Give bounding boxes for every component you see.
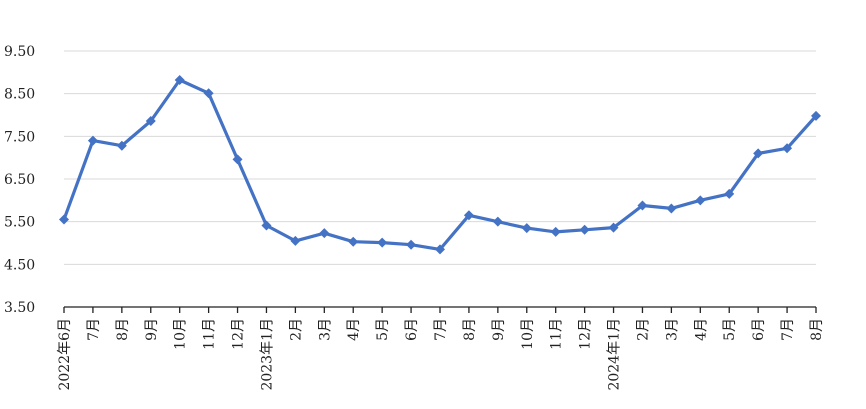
- data-point: [492, 216, 503, 227]
- data-point: [290, 235, 301, 246]
- data-point: [608, 222, 619, 233]
- data-point: [811, 110, 821, 121]
- series-line-group: [62, 78, 818, 251]
- data-point: [87, 135, 98, 146]
- data-point: [59, 214, 69, 225]
- x-tick-label: 11月: [549, 318, 565, 350]
- y-tick-label: 9.50: [4, 44, 35, 60]
- data-point: [377, 237, 388, 248]
- x-tick-label: 9月: [491, 318, 507, 341]
- x-tick-label: 7月: [86, 318, 102, 341]
- x-tick-label: 8月: [809, 318, 825, 341]
- data-point: [406, 239, 417, 250]
- data-point: [174, 75, 185, 86]
- x-tick-label: 10月: [173, 318, 189, 350]
- x-tick-label: 6月: [404, 318, 420, 341]
- series-line: [62, 78, 818, 251]
- x-tick-label: 4月: [693, 318, 709, 341]
- x-tick-label: 12月: [578, 318, 594, 350]
- y-tick-label: 6.50: [4, 172, 35, 188]
- y-tick-label: 8.50: [4, 87, 35, 103]
- data-point: [319, 228, 330, 239]
- x-tick-label: 8月: [115, 318, 131, 341]
- y-axis: 3.50 4.50 5.50 6.50 7.50 8.50 9.50: [4, 44, 35, 316]
- x-tick-label: 7月: [433, 318, 449, 341]
- x-axis: 2022年6月 7月 8月 9月 10月 11月 12月 2023年1月 2月 3月 4月 5月 6月 7…: [57, 306, 825, 391]
- x-tick-label: 7月: [780, 318, 796, 341]
- data-point: [695, 195, 706, 206]
- x-tick-label: 2023年1月: [259, 318, 275, 391]
- data-point: [145, 115, 156, 126]
- x-tick-label: 3月: [664, 318, 680, 341]
- x-tick-label: 3月: [317, 318, 333, 341]
- data-point: [666, 203, 677, 214]
- data-point: [637, 200, 648, 211]
- gridlines: [64, 50, 816, 265]
- x-tick-label: 6月: [751, 318, 767, 341]
- data-point: [435, 244, 445, 255]
- data-point: [203, 88, 214, 99]
- x-tick-label: 2022年6月: [57, 318, 73, 391]
- x-tick-label: 12月: [231, 318, 247, 350]
- x-tick-label: 2月: [288, 318, 304, 341]
- data-point: [232, 154, 243, 165]
- data-point: [521, 223, 532, 234]
- data-point: [463, 210, 474, 221]
- x-tick-label: 5月: [375, 318, 391, 341]
- data-point: [724, 188, 735, 199]
- x-tick-label: 5月: [722, 318, 738, 341]
- data-point: [579, 224, 590, 235]
- data-point: [116, 140, 127, 151]
- x-tick-label: 11月: [202, 318, 218, 350]
- x-tick-label: 10月: [520, 318, 536, 350]
- y-tick-label: 5.50: [4, 215, 35, 231]
- data-point: [782, 143, 793, 154]
- y-tick-label: 4.50: [4, 257, 35, 273]
- data-point: [261, 220, 272, 231]
- x-tick-label: 4月: [346, 318, 362, 341]
- data-point: [550, 226, 561, 237]
- data-point: [348, 236, 359, 247]
- y-tick-label: 3.50: [4, 300, 35, 316]
- x-tick-label: 9月: [144, 318, 160, 341]
- data-point: [753, 148, 764, 159]
- x-tick-label: 2024年1月: [607, 318, 623, 391]
- x-tick-label: 8月: [462, 318, 478, 341]
- y-tick-label: 7.50: [4, 129, 35, 145]
- x-tick-label: 2月: [635, 318, 651, 341]
- data-points: [59, 75, 821, 255]
